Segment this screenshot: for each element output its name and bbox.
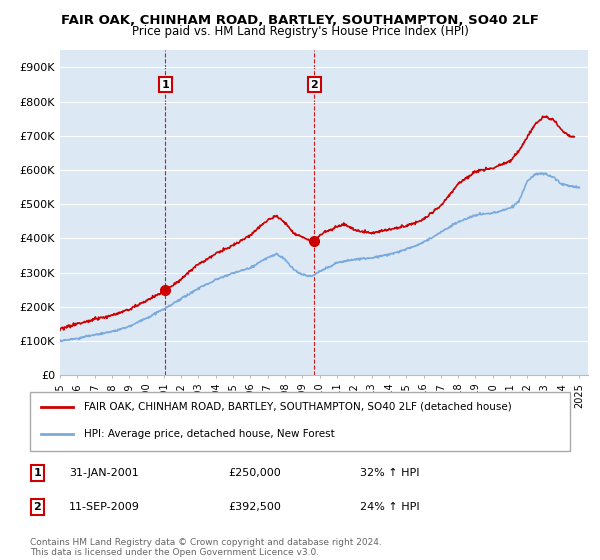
Text: 1: 1	[161, 80, 169, 90]
Text: Price paid vs. HM Land Registry's House Price Index (HPI): Price paid vs. HM Land Registry's House …	[131, 25, 469, 38]
Text: 11-SEP-2009: 11-SEP-2009	[69, 502, 140, 512]
Text: £250,000: £250,000	[228, 468, 281, 478]
Text: 2: 2	[311, 80, 319, 90]
Text: FAIR OAK, CHINHAM ROAD, BARTLEY, SOUTHAMPTON, SO40 2LF: FAIR OAK, CHINHAM ROAD, BARTLEY, SOUTHAM…	[61, 14, 539, 27]
FancyBboxPatch shape	[30, 392, 570, 451]
Text: 31-JAN-2001: 31-JAN-2001	[69, 468, 139, 478]
Text: 2: 2	[34, 502, 41, 512]
Text: £392,500: £392,500	[228, 502, 281, 512]
Text: 1: 1	[34, 468, 41, 478]
Text: 32% ↑ HPI: 32% ↑ HPI	[360, 468, 419, 478]
Text: 24% ↑ HPI: 24% ↑ HPI	[360, 502, 419, 512]
Text: HPI: Average price, detached house, New Forest: HPI: Average price, detached house, New …	[84, 430, 335, 440]
Text: Contains HM Land Registry data © Crown copyright and database right 2024.
This d: Contains HM Land Registry data © Crown c…	[30, 538, 382, 557]
Text: FAIR OAK, CHINHAM ROAD, BARTLEY, SOUTHAMPTON, SO40 2LF (detached house): FAIR OAK, CHINHAM ROAD, BARTLEY, SOUTHAM…	[84, 402, 512, 412]
